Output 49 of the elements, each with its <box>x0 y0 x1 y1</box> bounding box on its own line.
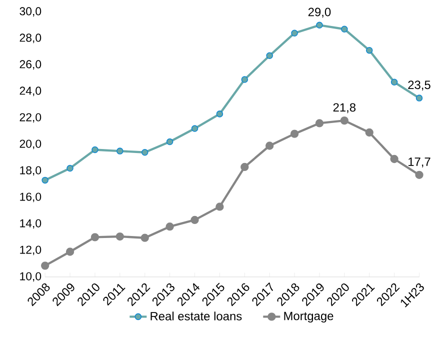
y-tick-label: 10,0 <box>20 272 42 282</box>
data-label: 17,7 <box>408 158 430 168</box>
point <box>191 125 198 132</box>
point <box>340 116 348 125</box>
point <box>315 119 324 128</box>
legend-label: Real estate loans <box>150 312 242 320</box>
point <box>416 94 423 102</box>
point <box>216 202 224 211</box>
point <box>266 52 273 59</box>
data-label: 21,8 <box>333 103 356 114</box>
y-tick-label: 14,0 <box>20 219 42 229</box>
y-tick-label: 28,0 <box>20 34 42 44</box>
y-tick-label: 26,0 <box>20 60 42 70</box>
y-tick-label: 12,0 <box>20 246 42 256</box>
point <box>365 128 374 137</box>
y-tick-label: 30,0 <box>20 7 42 17</box>
point <box>240 162 249 172</box>
point <box>390 78 398 86</box>
point <box>241 76 248 83</box>
point <box>42 176 48 184</box>
point <box>166 138 174 146</box>
point <box>415 170 424 179</box>
point <box>290 130 299 138</box>
point <box>116 232 124 241</box>
point <box>316 22 323 29</box>
point <box>341 26 348 32</box>
y-tick-label: 20,0 <box>20 140 42 150</box>
point <box>40 262 50 270</box>
data-label: 29,0 <box>308 8 331 18</box>
point <box>116 148 124 154</box>
legend-label: Mortgage <box>284 312 334 323</box>
point <box>90 233 100 242</box>
y-tick-label: 18,0 <box>20 166 42 176</box>
y-tick-label: 24,0 <box>20 86 42 96</box>
point <box>66 164 74 172</box>
point <box>92 146 98 154</box>
point <box>390 154 398 164</box>
point <box>265 142 274 150</box>
y-tick-label: 16,0 <box>20 192 42 202</box>
point <box>66 248 74 256</box>
point <box>366 46 373 54</box>
point <box>166 222 174 231</box>
point <box>141 148 148 156</box>
point <box>291 30 298 36</box>
y-tick-label: 22,0 <box>20 113 42 123</box>
point <box>216 110 224 118</box>
data-label: 23,5 <box>408 80 430 91</box>
point <box>140 234 149 242</box>
point <box>190 216 199 224</box>
